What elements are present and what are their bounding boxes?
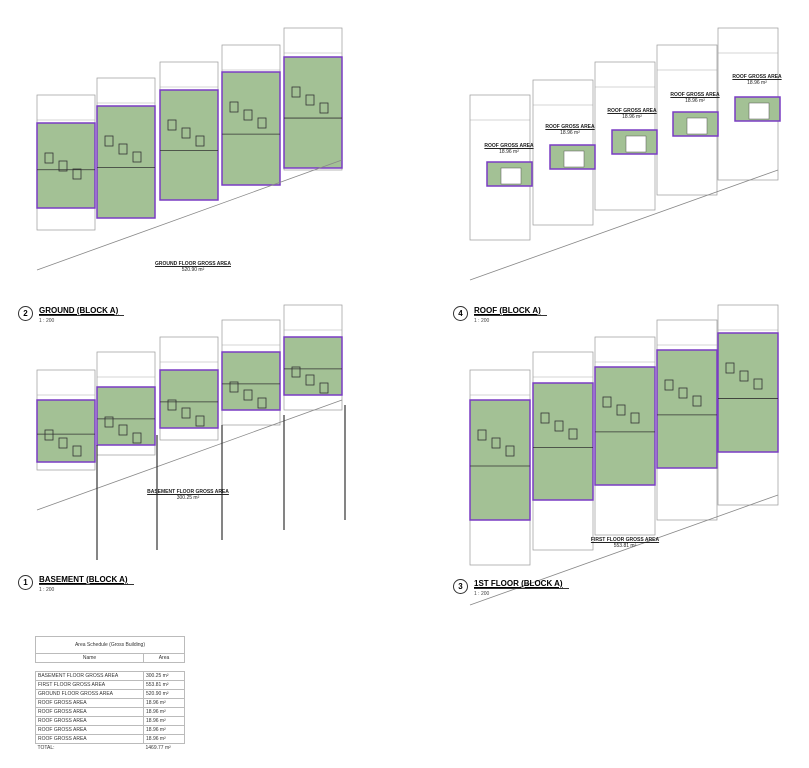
room-wall	[319, 102, 329, 114]
floor-area	[283, 336, 343, 396]
room-wall	[257, 397, 267, 409]
floor-area	[36, 122, 96, 209]
room-wall	[58, 437, 68, 449]
first-floor-area-tag: FIRST FLOOR GROSS AREA 553.81 m²	[590, 537, 660, 549]
schedule-title: Area Schedule (Gross Building)	[35, 636, 185, 654]
table-row: GROUND FLOOR GROSS AREA 520.90 m²	[35, 689, 185, 699]
floor-area	[159, 369, 219, 429]
table-row: ROOF GROSS AREA 18.96 m²	[35, 707, 185, 717]
floor-area	[159, 89, 219, 201]
table-row: ROOF GROSS AREA 18.96 m²	[35, 734, 185, 744]
room-wall	[753, 378, 763, 390]
stair-icon	[625, 135, 647, 153]
room-wall	[692, 395, 702, 407]
plan-title-roof: 4 ROOF (BLOCK A) 1 : 200	[453, 306, 547, 324]
room-wall	[505, 445, 515, 457]
floor-area	[221, 71, 281, 186]
room-wall	[58, 160, 68, 172]
room-wall	[243, 109, 253, 121]
room-wall	[167, 119, 177, 131]
floor-area	[469, 399, 531, 521]
plan-title-first-floor: 3 1ST FLOOR (BLOCK A) 1 : 200	[453, 579, 569, 597]
site-boundary	[469, 494, 779, 606]
floor-area	[594, 366, 656, 486]
column-header-name: Name	[35, 653, 144, 663]
room-wall	[630, 412, 640, 424]
room-wall	[305, 94, 315, 106]
floor-area	[283, 56, 343, 169]
floor-area	[96, 386, 156, 446]
floor-area	[656, 349, 718, 469]
room-wall	[739, 370, 749, 382]
room-wall	[664, 379, 674, 391]
room-wall	[44, 152, 54, 164]
column-header-area: Area	[143, 653, 185, 663]
site-boundary	[36, 159, 343, 271]
room-wall	[540, 412, 550, 424]
plan-title-basement: 1 BASEMENT (BLOCK A) 1 : 200	[18, 575, 134, 593]
room-wall	[291, 366, 301, 378]
room-wall	[725, 362, 735, 374]
room-wall	[229, 101, 239, 113]
room-wall	[554, 420, 564, 432]
room-wall	[44, 429, 54, 441]
room-wall	[132, 151, 142, 163]
room-wall	[181, 407, 191, 419]
ground-area-tag: GROUND FLOOR GROSS AREA 520.90 m²	[155, 261, 231, 273]
room-wall	[118, 143, 128, 155]
room-wall	[291, 86, 301, 98]
room-wall	[72, 445, 82, 457]
room-wall	[491, 437, 501, 449]
room-wall	[167, 399, 177, 411]
room-wall	[602, 396, 612, 408]
table-row: ROOF GROSS AREA 18.96 m²	[35, 698, 185, 708]
floor-area	[96, 105, 156, 219]
stair-icon	[500, 167, 522, 185]
room-wall	[678, 387, 688, 399]
roof-area-tag: ROOF GROSS AREA 18.96 m²	[607, 108, 657, 120]
stair-icon	[686, 117, 708, 135]
area-schedule-table: Area Schedule (Gross Building) Name Area …	[35, 636, 185, 752]
floor-area	[36, 399, 96, 463]
room-wall	[243, 389, 253, 401]
plan-title-ground: 2 GROUND (BLOCK A) 1 : 200	[18, 306, 125, 324]
stair-icon	[563, 150, 585, 168]
room-wall	[72, 168, 82, 180]
room-wall	[305, 374, 315, 386]
floor-area	[221, 351, 281, 411]
room-wall	[319, 382, 329, 394]
table-row: ROOF GROSS AREA 18.96 m²	[35, 716, 185, 726]
basement-area-tag: BASEMENT FLOOR GROSS AREA 300.25 m²	[147, 489, 229, 501]
table-row: ROOF GROSS AREA 18.96 m²	[35, 725, 185, 735]
room-wall	[477, 429, 487, 441]
room-wall	[195, 135, 205, 147]
room-wall	[104, 416, 114, 428]
room-wall	[616, 404, 626, 416]
roof-area-tag: ROOF GROSS AREA 18.96 m²	[484, 143, 534, 155]
stair-icon	[748, 102, 770, 120]
floor-area	[717, 332, 779, 453]
room-wall	[104, 135, 114, 147]
roof-area-tag: ROOF GROSS AREA 18.96 m²	[545, 124, 595, 136]
room-wall	[118, 424, 128, 436]
roof-area-tag: ROOF GROSS AREA 18.96 m²	[732, 74, 782, 86]
floor-area	[532, 382, 594, 501]
total-row: TOTAL: 1469.77 m²	[37, 745, 171, 751]
room-wall	[568, 428, 578, 440]
site-boundary	[36, 399, 343, 511]
room-wall	[181, 127, 191, 139]
site-boundary	[469, 169, 779, 281]
room-wall	[229, 381, 239, 393]
room-wall	[195, 415, 205, 427]
roof-area-tag: ROOF GROSS AREA 18.96 m²	[670, 92, 720, 104]
room-wall	[132, 432, 142, 444]
room-wall	[257, 117, 267, 129]
table-row: BASEMENT FLOOR GROSS AREA 300.25 m²	[35, 671, 185, 681]
table-row: FIRST FLOOR GROSS AREA 553.81 m²	[35, 680, 185, 690]
